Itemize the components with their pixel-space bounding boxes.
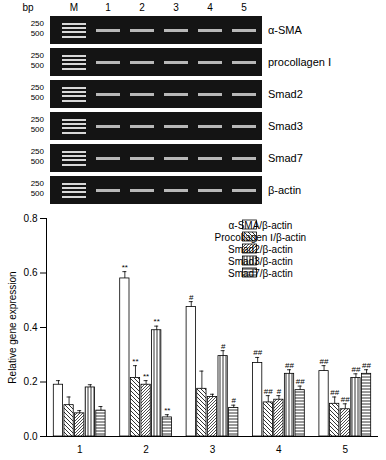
svg-text:Smad2: Smad2 <box>268 88 303 100</box>
svg-text:5: 5 <box>343 444 349 455</box>
svg-text:0.0: 0.0 <box>24 431 38 442</box>
svg-text:3: 3 <box>210 444 216 455</box>
svg-text:**: ** <box>164 406 170 415</box>
svg-text:**: ** <box>122 263 128 272</box>
svg-text:5: 5 <box>241 2 247 13</box>
svg-text:500: 500 <box>31 125 45 134</box>
svg-text:β-actin: β-actin <box>268 184 301 196</box>
svg-text:##: ## <box>296 377 305 386</box>
svg-text:3: 3 <box>173 2 179 13</box>
svg-text:250: 250 <box>31 115 45 124</box>
svg-text:250: 250 <box>31 147 45 156</box>
svg-text:250: 250 <box>31 51 45 60</box>
svg-text:250: 250 <box>31 19 45 28</box>
svg-text:procollagen Ⅰ: procollagen Ⅰ <box>268 56 331 68</box>
svg-text:#: # <box>232 396 237 405</box>
svg-text:**: ** <box>143 372 149 381</box>
svg-text:bp: bp <box>22 2 34 13</box>
svg-text:1: 1 <box>105 2 111 13</box>
svg-text:M: M <box>70 2 78 13</box>
svg-text:Relative gene expression: Relative gene expression <box>7 271 18 383</box>
svg-text:0.2: 0.2 <box>24 376 38 387</box>
svg-text:α-SMA/β-actin: α-SMA/β-actin <box>229 220 293 231</box>
svg-text:250: 250 <box>31 83 45 92</box>
svg-text:250: 250 <box>31 179 45 188</box>
svg-text:##: ## <box>330 388 339 397</box>
svg-text:Smad7/β-actin: Smad7/β-actin <box>228 268 293 279</box>
svg-text:**: ** <box>154 317 160 326</box>
svg-text:##: ## <box>351 365 360 374</box>
svg-text:500: 500 <box>31 29 45 38</box>
svg-text:500: 500 <box>31 157 45 166</box>
svg-text:Smad3/β-actin: Smad3/β-actin <box>228 256 293 267</box>
svg-text:##: ## <box>253 348 262 357</box>
svg-text:Procollagen Ⅰ/β-actin: Procollagen Ⅰ/β-actin <box>215 232 307 243</box>
svg-text:500: 500 <box>31 61 45 70</box>
svg-text:0.4: 0.4 <box>24 322 38 333</box>
svg-text:**: ** <box>132 357 138 366</box>
svg-text:500: 500 <box>31 189 45 198</box>
svg-text:α-SMA: α-SMA <box>268 24 303 36</box>
svg-text:0.6: 0.6 <box>24 267 38 278</box>
svg-text:2: 2 <box>143 444 149 455</box>
svg-text:500: 500 <box>31 93 45 102</box>
svg-text:#: # <box>277 387 282 396</box>
svg-text:1: 1 <box>77 444 83 455</box>
svg-text:4: 4 <box>276 444 282 455</box>
svg-text:##: ## <box>362 361 371 370</box>
svg-text:##: ## <box>320 357 329 366</box>
svg-text:#: # <box>189 293 194 302</box>
svg-text:Smad2/β-actin: Smad2/β-actin <box>228 244 293 255</box>
svg-text:4: 4 <box>207 2 213 13</box>
svg-text:##: ## <box>285 361 294 370</box>
svg-text:#: # <box>221 342 226 351</box>
svg-text:2: 2 <box>139 2 145 13</box>
svg-text:Smad7: Smad7 <box>268 152 303 164</box>
svg-text:##: ## <box>341 395 350 404</box>
svg-text:##: ## <box>264 387 273 396</box>
svg-text:Smad3: Smad3 <box>268 120 303 132</box>
svg-text:0.8: 0.8 <box>24 213 38 224</box>
